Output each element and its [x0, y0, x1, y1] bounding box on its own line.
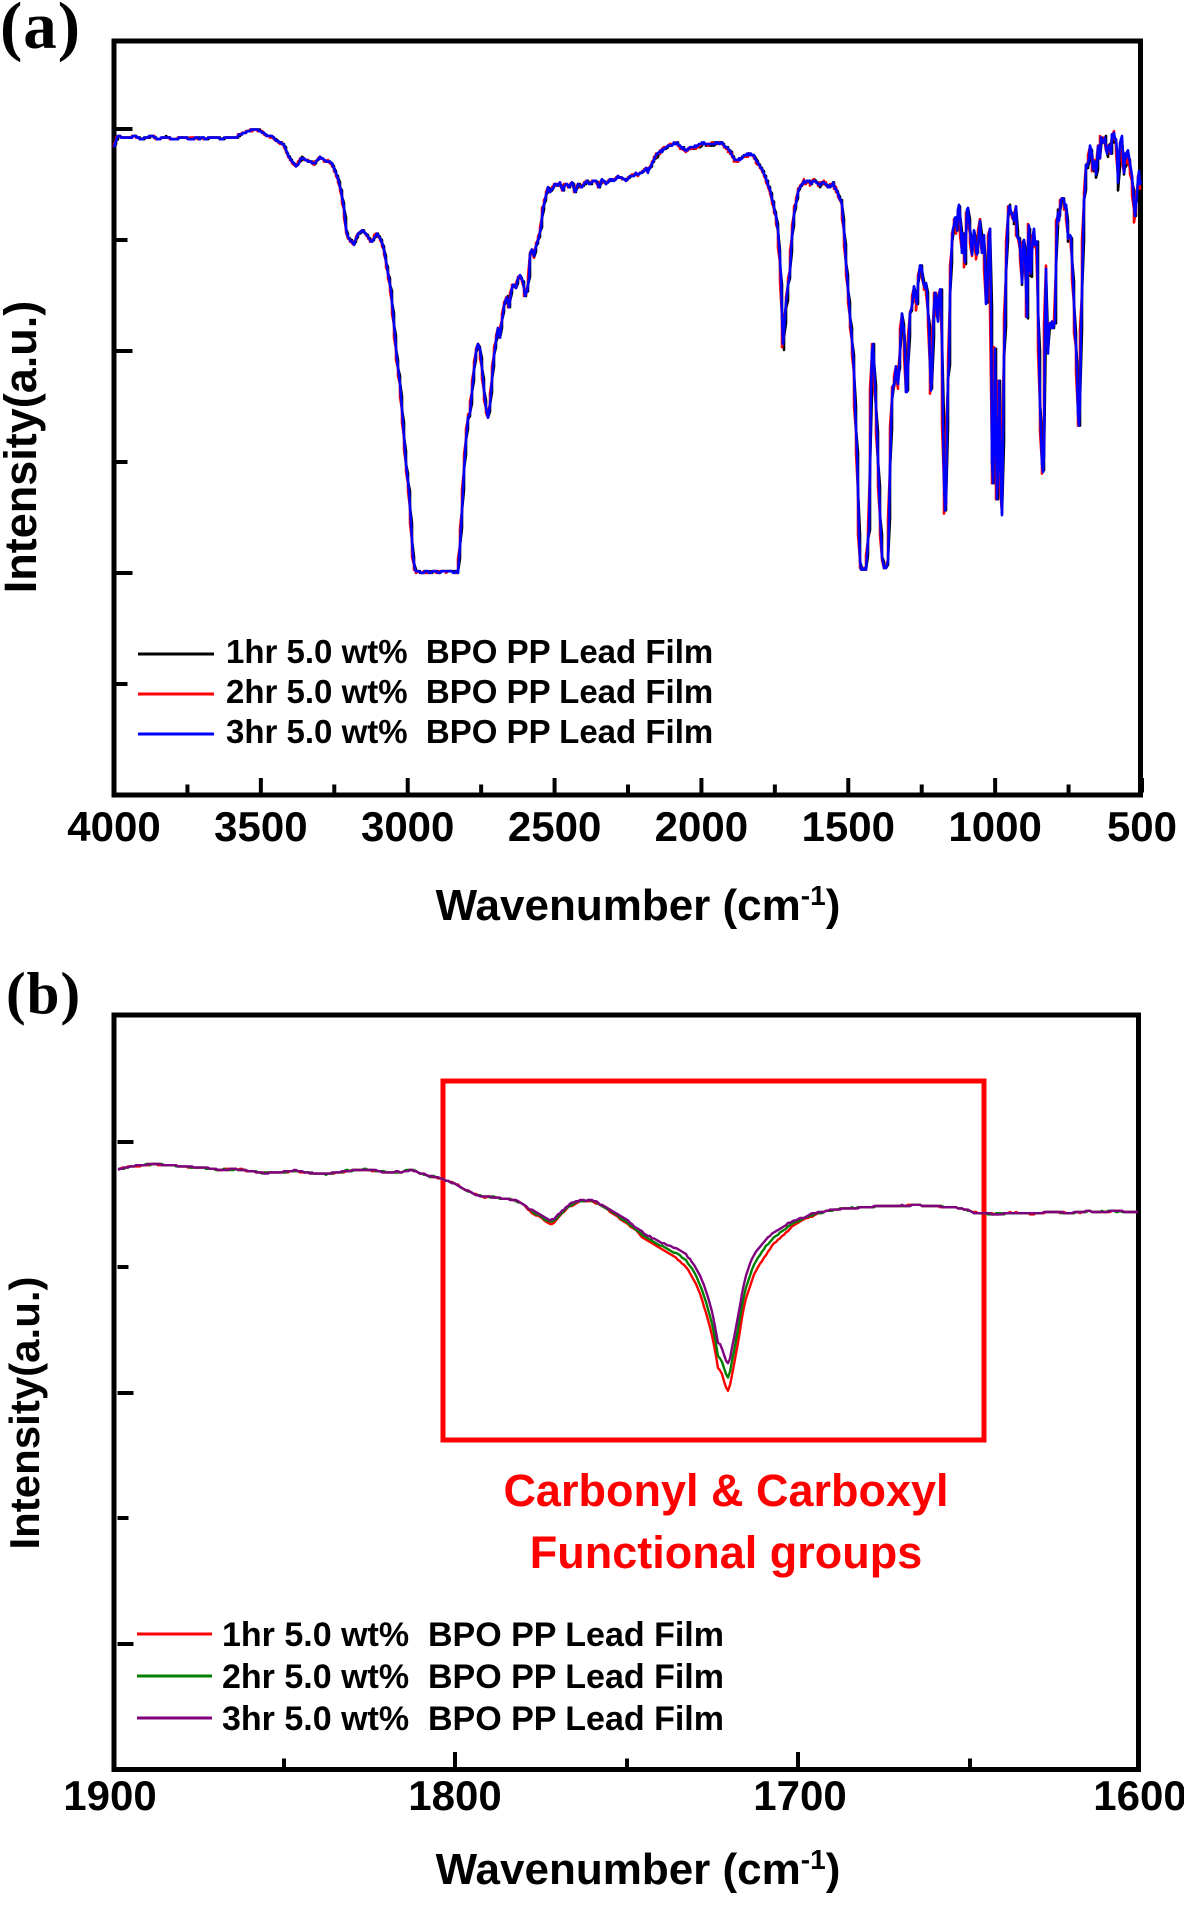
svg-text:3000: 3000 [361, 803, 454, 850]
svg-text:4000: 4000 [67, 803, 160, 850]
svg-text:1700: 1700 [753, 1772, 846, 1819]
svg-text:1500: 1500 [802, 803, 895, 850]
svg-text:(b): (b) [6, 960, 81, 1026]
svg-text:1hr 5.0 wt% BPO PP Lead Film: 1hr 5.0 wt% BPO PP Lead Film [222, 1616, 724, 1654]
svg-text:Carbonyl & Carboxyl: Carbonyl & Carboxyl [503, 1465, 948, 1516]
svg-text:1900: 1900 [63, 1772, 156, 1819]
svg-text:1000: 1000 [948, 803, 1041, 850]
svg-text:2000: 2000 [655, 803, 748, 850]
svg-text:3hr 5.0 wt% BPO PP Lead Film: 3hr 5.0 wt% BPO PP Lead Film [222, 1700, 724, 1738]
svg-text:1hr 5.0 wt% BPO PP Lead Film: 1hr 5.0 wt% BPO PP Lead Film [226, 633, 713, 670]
svg-text:Intensity(a.u.): Intensity(a.u.) [0, 301, 46, 594]
svg-text:2hr 5.0 wt% BPO PP Lead Film: 2hr 5.0 wt% BPO PP Lead Film [226, 673, 713, 710]
svg-text:2hr 5.0 wt% BPO PP Lead Film: 2hr 5.0 wt% BPO PP Lead Film [222, 1658, 724, 1696]
svg-text:3500: 3500 [214, 803, 307, 850]
svg-text:3hr 5.0 wt% BPO PP Lead Film: 3hr 5.0 wt% BPO PP Lead Film [226, 713, 713, 750]
svg-text:Wavenumber (cm-1): Wavenumber (cm-1) [436, 880, 841, 930]
svg-text:Functional groups: Functional groups [530, 1527, 922, 1578]
svg-text:(a): (a) [0, 0, 81, 63]
svg-text:Wavenumber (cm-1): Wavenumber (cm-1) [436, 1844, 841, 1894]
svg-text:1800: 1800 [408, 1772, 501, 1819]
svg-text:1600: 1600 [1093, 1772, 1184, 1819]
svg-text:500: 500 [1107, 803, 1177, 850]
svg-text:2500: 2500 [508, 803, 601, 850]
svg-text:Intensity(a.u.): Intensity(a.u.) [1, 1276, 48, 1549]
